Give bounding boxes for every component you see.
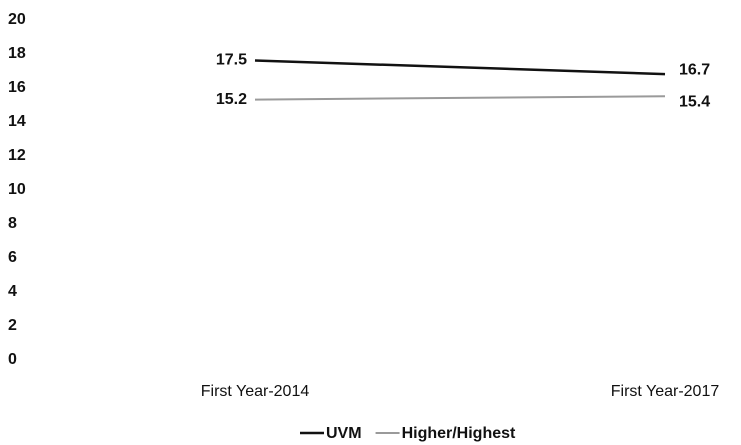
legend-label: UVM [326,425,362,442]
value-label: 16.7 [679,61,710,78]
y-tick-label: 14 [8,113,26,130]
y-tick-label: 10 [8,181,26,198]
series-line [254,95,666,101]
y-tick-label: 2 [8,317,17,334]
value-label: 15.2 [216,91,247,108]
y-tick-label: 6 [8,249,17,266]
y-tick-label: 16 [8,79,26,96]
x-tick-label: First Year-2014 [201,383,310,400]
y-tick-label: 4 [8,283,17,300]
value-label: 17.5 [216,52,247,69]
y-tick-label: 20 [8,11,26,28]
series-line [254,59,666,76]
y-tick-label: 18 [8,45,26,62]
x-tick-label: First Year-2017 [611,383,720,400]
legend-label: Higher/Highest [402,425,516,442]
y-tick-label: 8 [8,215,17,232]
value-label: 15.4 [679,93,710,110]
y-tick-label: 12 [8,147,26,164]
y-tick-label: 0 [8,351,17,368]
